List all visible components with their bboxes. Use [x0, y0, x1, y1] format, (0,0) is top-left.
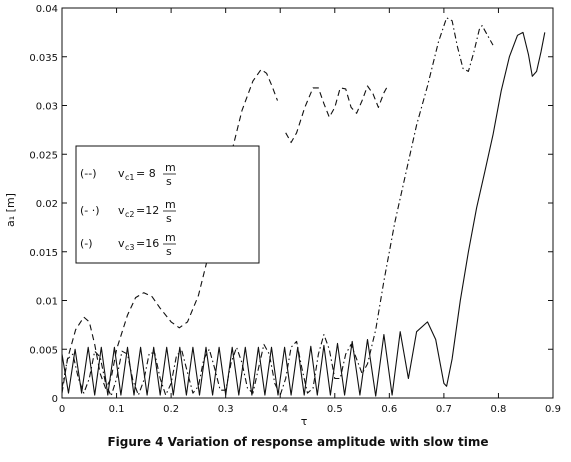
x-tick-label: 0 [59, 404, 65, 415]
legend-sub-2: c2 [125, 210, 135, 219]
legend-style-1: (--) [80, 167, 97, 180]
legend-sub-1: c1 [125, 173, 135, 182]
series-group [61, 17, 546, 397]
legend-entry-2: (- ·) v c2 =12 m s [80, 198, 176, 225]
legend-unit-den-3: s [166, 245, 172, 258]
legend-entry-3: (-) v c3 =16 m s [80, 231, 176, 258]
ticks: 0 0.1 0.2 0.3 0.4 0.5 0.6 0.7 0.8 0.9 0 0.005 0.01 0.… [29, 4, 561, 415]
y-axis-label: a₁ [m] [4, 193, 17, 227]
x-tick-label: 0.4 [272, 404, 288, 415]
y-tick-label: 0 [52, 394, 58, 405]
y-tick-label: 0.04 [36, 4, 58, 15]
y-tick-label: 0.025 [29, 150, 58, 161]
legend: (--) v c1 = 8 m s (- ·) v c2 =12 m s (-)… [75, 145, 260, 264]
legend-style-2: (- ·) [80, 204, 100, 217]
x-axis-label: τ [301, 415, 308, 428]
y-tick-label: 0.02 [36, 199, 58, 210]
legend-value-3: =16 [136, 237, 159, 250]
legend-style-3: (-) [80, 237, 93, 250]
y-tick-label: 0.015 [29, 248, 58, 259]
series-line-3-segment-1 [61, 31, 546, 397]
y-tick-label: 0.035 [29, 53, 58, 64]
plot-area: 0 0.1 0.2 0.3 0.4 0.5 0.6 0.7 0.8 0.9 0 0.005 0.01 0.… [29, 4, 561, 415]
x-tick-label: 0.3 [218, 404, 234, 415]
legend-var-2: v [118, 204, 125, 217]
x-tick-label: 0.5 [327, 404, 343, 415]
legend-value-2: =12 [136, 204, 159, 217]
legend-box [75, 145, 260, 264]
series-line-2-segment-1 [61, 17, 494, 397]
x-tick-label: 0.7 [436, 404, 452, 415]
x-tick-label: 0.1 [109, 404, 125, 415]
y-tick-label: 0.03 [36, 102, 58, 113]
x-tick-label: 0.9 [545, 404, 561, 415]
legend-var-3: v [118, 237, 125, 250]
y-tick-label: 0.005 [29, 345, 58, 356]
legend-unit-den-2: s [166, 212, 172, 225]
x-tick-label: 0.6 [381, 404, 397, 415]
x-tick-label: 0.2 [163, 404, 179, 415]
legend-unit-num-1: m [165, 161, 176, 174]
legend-var-1: v [118, 167, 125, 180]
y-tick-label: 0.01 [36, 297, 58, 308]
legend-entry-1: (--) v c1 = 8 m s [80, 161, 176, 188]
legend-unit-num-3: m [165, 231, 176, 244]
x-tick-label: 0.8 [490, 404, 506, 415]
series-line-1-segment-2 [285, 85, 388, 144]
legend-value-1: = 8 [136, 167, 156, 180]
legend-sub-3: c3 [125, 243, 135, 252]
legend-unit-den-1: s [166, 175, 172, 188]
figure-caption: Figure 4 Variation of response amplitude… [107, 435, 488, 449]
legend-unit-num-2: m [165, 198, 176, 211]
